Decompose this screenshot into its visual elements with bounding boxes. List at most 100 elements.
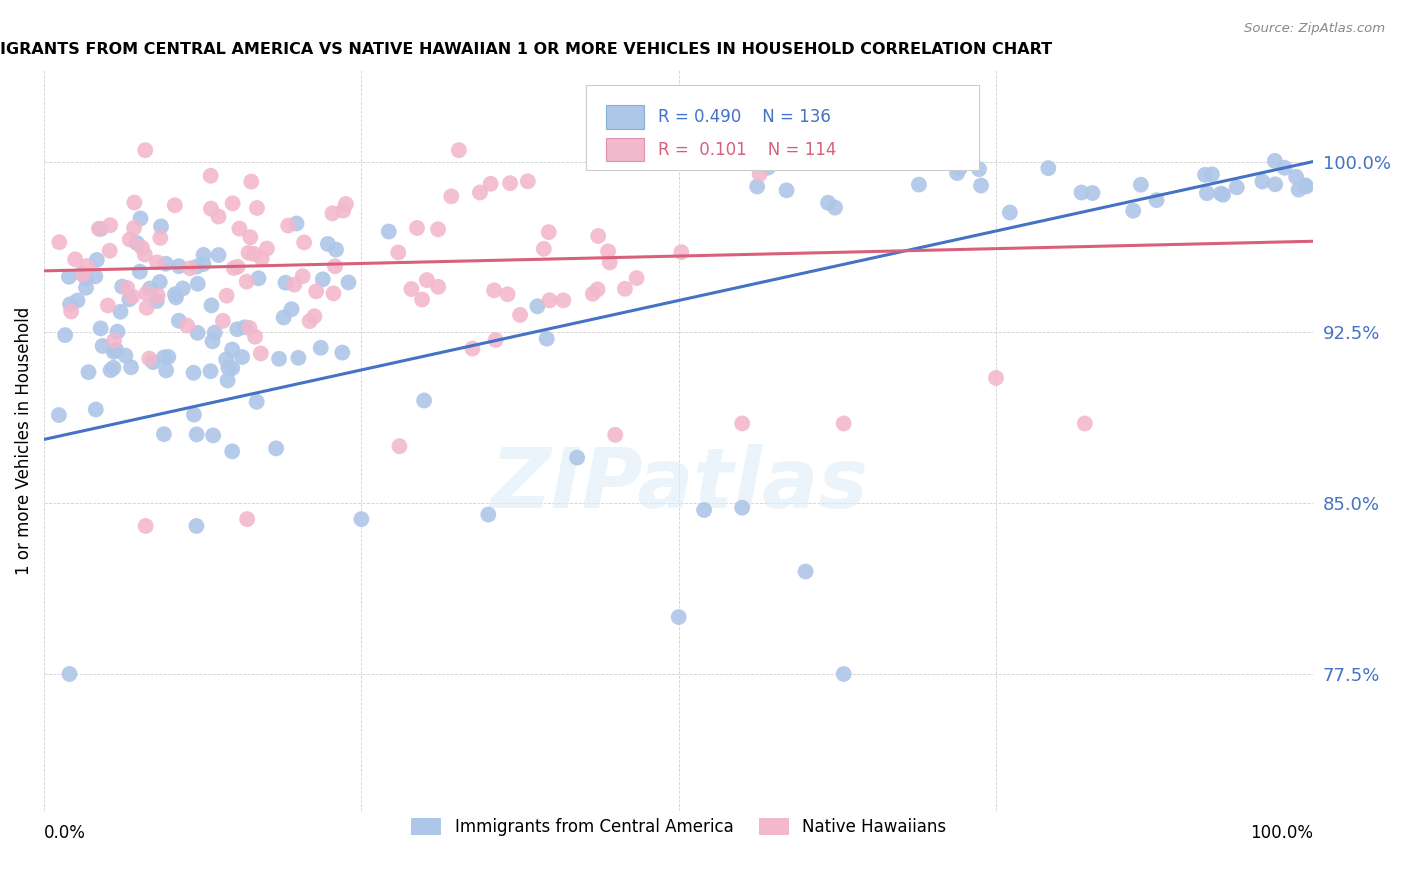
Point (747, 179, 769, 194)
Point (246, 201, 269, 215)
Point (217, 373, 239, 387)
Text: Source: ZipAtlas.com: Source: ZipAtlas.com (1244, 22, 1385, 36)
Point (1129, 178, 1152, 192)
Point (499, 176, 522, 190)
Point (350, 512, 373, 526)
Point (416, 273, 439, 287)
Point (165, 290, 187, 304)
Point (103, 360, 125, 375)
Point (332, 203, 354, 218)
Point (1294, 178, 1316, 193)
Point (122, 221, 145, 235)
Point (832, 417, 855, 431)
Point (110, 304, 132, 318)
Point (63, 252, 86, 267)
Point (48, 408, 70, 422)
Point (967, 162, 990, 177)
Point (193, 257, 215, 271)
Point (103, 344, 125, 359)
Point (824, 201, 846, 215)
Point (1288, 183, 1310, 197)
Point (149, 275, 172, 289)
Point (59, 297, 82, 311)
Text: ZIPatlas: ZIPatlas (489, 444, 868, 525)
Point (236, 512, 259, 526)
Point (533, 242, 555, 256)
Point (204, 326, 226, 340)
Point (226, 322, 249, 336)
Point (1285, 169, 1308, 184)
Point (1146, 193, 1168, 207)
Point (193, 248, 215, 262)
Point (461, 342, 484, 356)
Text: 0.0%: 0.0% (44, 824, 86, 842)
Point (794, 565, 817, 579)
Point (107, 325, 129, 339)
Point (323, 260, 346, 274)
Point (207, 248, 229, 262)
Point (76, 259, 98, 273)
Point (146, 293, 169, 308)
Point (305, 285, 328, 299)
Point (998, 205, 1021, 219)
Point (222, 260, 245, 275)
Point (292, 235, 315, 250)
Point (84, 269, 107, 284)
Point (114, 349, 136, 363)
Point (582, 286, 605, 301)
Point (60, 304, 83, 318)
Point (135, 286, 157, 301)
Point (157, 350, 180, 364)
Point (200, 298, 222, 312)
Point (325, 243, 347, 257)
Point (1226, 180, 1249, 194)
Point (75, 281, 97, 295)
Point (226, 260, 249, 274)
Point (1070, 186, 1092, 200)
Point (66, 293, 89, 308)
Point (832, 667, 855, 681)
Point (202, 428, 225, 442)
Point (605, 427, 627, 442)
Point (304, 310, 326, 324)
Point (77, 365, 100, 379)
FancyBboxPatch shape (606, 105, 644, 129)
Point (135, 301, 157, 315)
Point (155, 257, 177, 271)
Point (1264, 178, 1286, 192)
Point (91, 339, 114, 353)
Point (153, 427, 176, 442)
Point (149, 231, 172, 245)
Point (1195, 186, 1218, 201)
Point (586, 282, 609, 296)
Point (1081, 186, 1104, 200)
Point (1209, 186, 1232, 201)
Point (337, 276, 360, 290)
Point (468, 186, 491, 200)
Point (388, 439, 411, 453)
Point (250, 346, 273, 360)
Point (155, 363, 177, 377)
Point (72, 268, 94, 282)
Point (215, 352, 238, 367)
Point (238, 245, 260, 260)
Point (117, 281, 139, 295)
Point (413, 393, 436, 408)
Point (98, 218, 121, 232)
Point (970, 178, 993, 193)
Point (186, 519, 208, 533)
Point (239, 230, 262, 244)
Text: R =  0.101    N = 114: R = 0.101 N = 114 (658, 141, 837, 159)
Point (309, 341, 332, 355)
Point (1251, 175, 1274, 189)
Point (668, 610, 690, 624)
Point (321, 206, 343, 220)
Point (298, 314, 321, 328)
Point (135, 519, 157, 533)
Y-axis label: 1 or more Vehicles in Household: 1 or more Vehicles in Household (15, 307, 32, 574)
Point (406, 221, 429, 235)
Point (120, 360, 142, 375)
Point (440, 189, 463, 203)
Point (167, 259, 190, 273)
Point (330, 345, 353, 359)
